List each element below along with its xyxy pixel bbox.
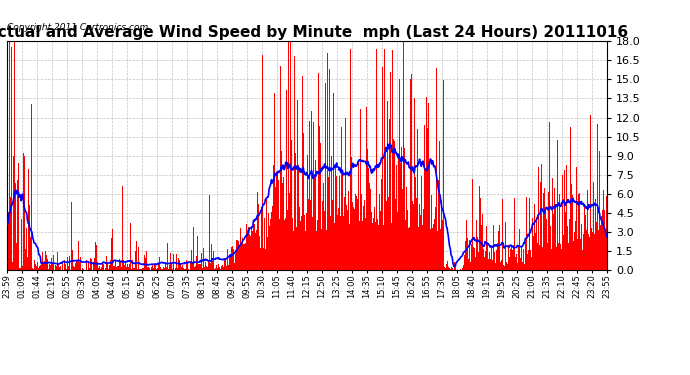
Text: Copyright 2011 Cartronics.com: Copyright 2011 Cartronics.com [7, 23, 148, 32]
Title: Actual and Average Wind Speed by Minute  mph (Last 24 Hours) 20111016: Actual and Average Wind Speed by Minute … [0, 25, 628, 40]
